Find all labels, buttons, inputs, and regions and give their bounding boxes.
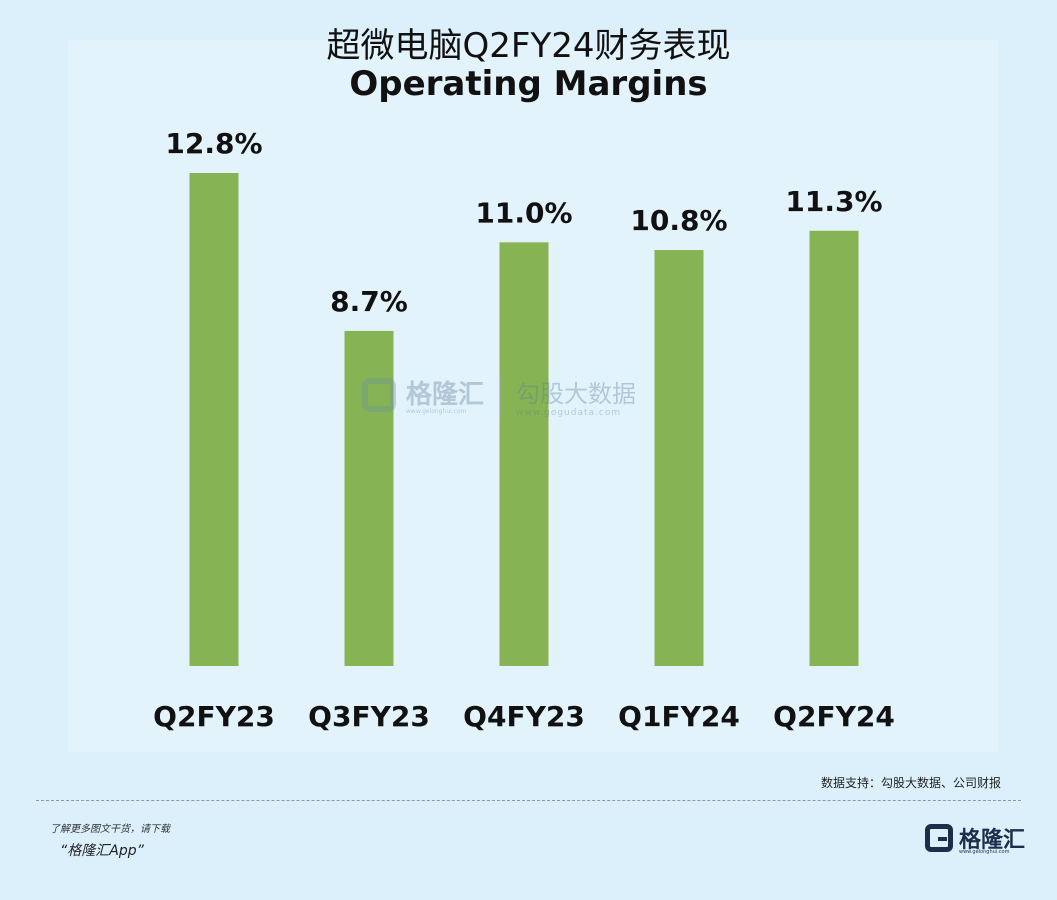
data-label-q2fy24: 11.3% [785,185,882,218]
gelonghui-logo[interactable]: 格隆汇 www.gelonghui.com [925,822,1025,858]
x-tick-label-q3fy23: Q3FY23 [308,700,430,733]
gelonghui-g-icon [925,824,953,852]
data-source-note: 数据支持：勾股大数据、公司财报 [820,776,1001,790]
logo-url: www.gelonghui.com [959,849,1010,855]
bar-q2fy24 [809,230,859,666]
bar-q1fy24 [654,250,704,666]
page-title: 超微电脑Q2FY24财务表现 [326,26,731,66]
x-tick-label-q2fy23: Q2FY23 [153,700,275,733]
data-label-q4fy23: 11.0% [475,196,572,229]
promo-line: 了解更多图文干货，请下载 [50,824,170,835]
logo-text: 格隆汇 [959,828,1026,853]
x-tick-label-q4fy23: Q4FY23 [463,700,585,733]
data-label-q3fy23: 8.7% [330,285,408,318]
data-label-q2fy23: 12.8% [165,127,262,160]
data-label-q1fy24: 10.8% [630,204,727,237]
bar-q4fy23 [499,242,549,666]
promo-app-name: “格隆汇App” [60,843,144,859]
bar-q3fy23 [344,330,394,666]
bar-q2fy23 [189,173,239,666]
x-tick-label-q2fy24: Q2FY24 [773,700,895,733]
x-tick-label-q1fy24: Q1FY24 [618,700,740,733]
footer-divider [36,800,1021,801]
chart-title: Operating Margins [349,64,708,104]
